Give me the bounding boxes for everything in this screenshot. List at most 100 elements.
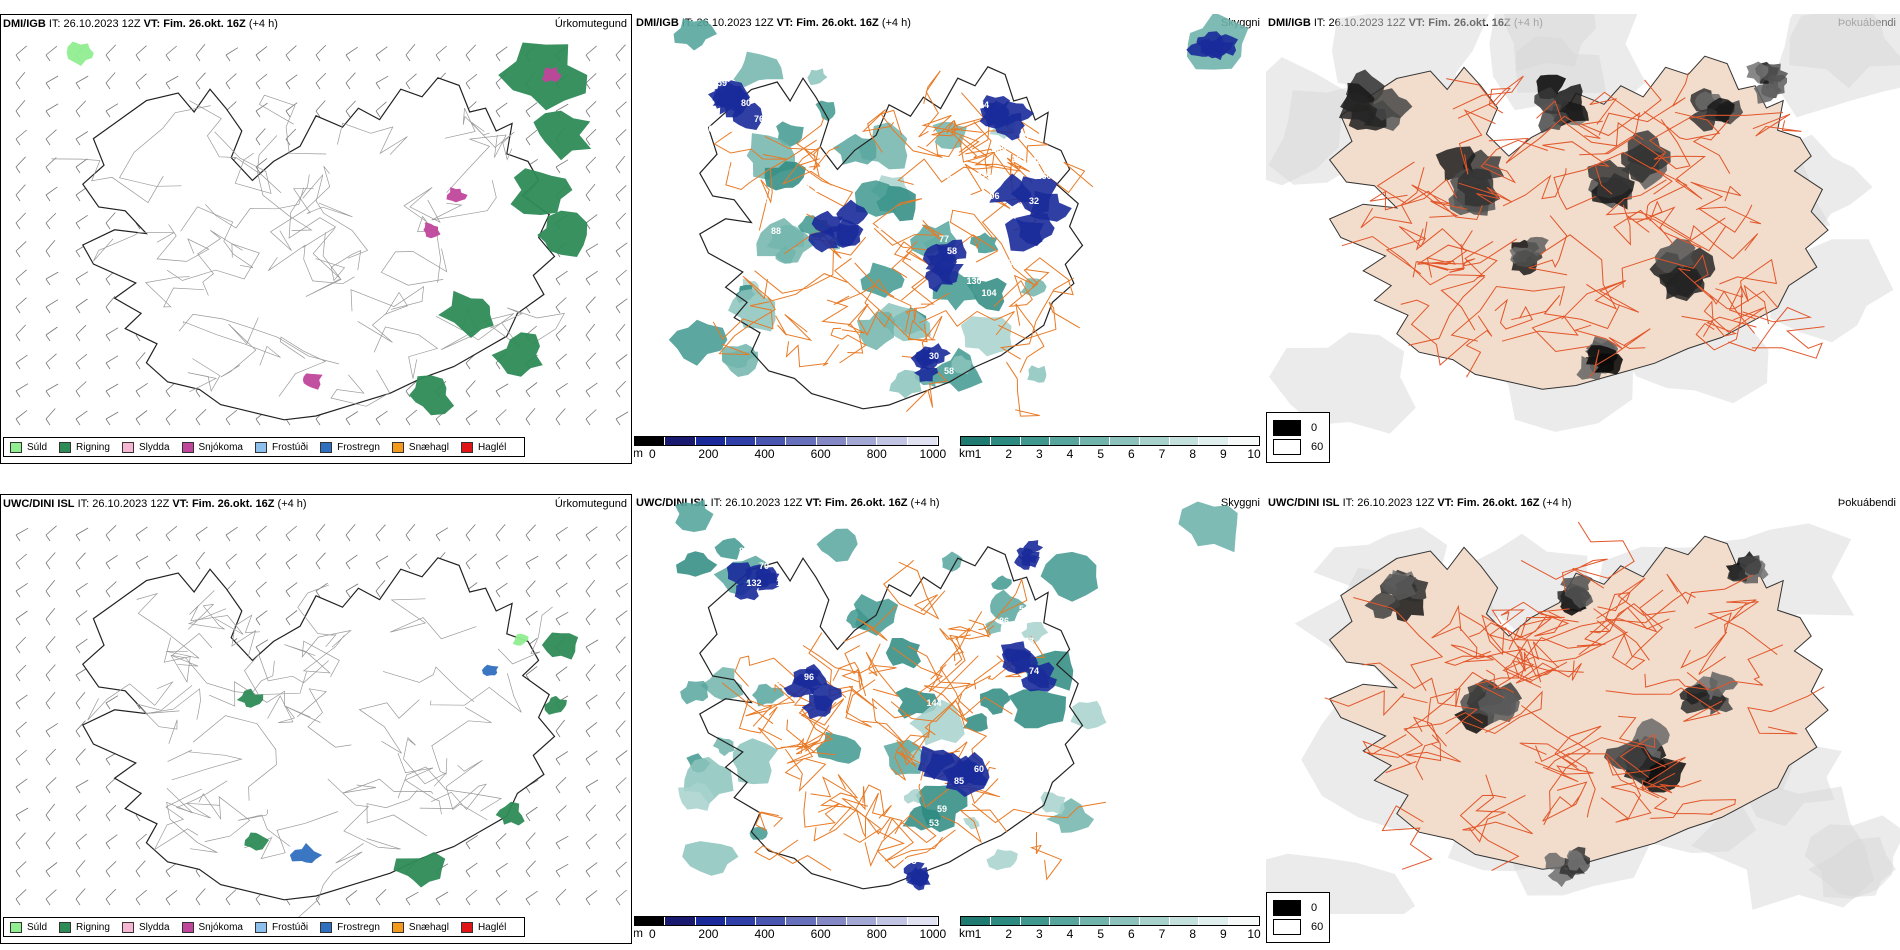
legend-label: 60 [1311, 921, 1324, 933]
colorbar-tick: 2 [1005, 927, 1012, 941]
cloud-base-label: 132 [746, 578, 761, 588]
colorbar-tick: 9 [1219, 447, 1227, 461]
colorbar-swatch [1229, 917, 1259, 925]
cloud-base-label: 23 [1011, 534, 1021, 544]
cloud-base-label: 138 [1026, 156, 1041, 166]
cloud-base-label: 239 [991, 144, 1006, 154]
cloud-base-label: 206 [984, 191, 999, 201]
colorbar-swatches [634, 436, 939, 446]
colorbar-swatch [786, 437, 817, 445]
precip-legend-item: Rigning [59, 441, 110, 453]
colorbar-swatch [990, 917, 1021, 925]
cloud-base-label: 88 [967, 224, 977, 234]
variable-name: Skyggni [1220, 497, 1260, 509]
colorbar-swatch [907, 437, 938, 445]
colorbar-tick: 200 [698, 927, 719, 941]
fog-legend: 0 60 [1266, 892, 1331, 943]
legend-swatch [391, 921, 404, 933]
cloud-base-label: 85 [954, 776, 964, 786]
legend-swatch [460, 921, 473, 933]
legend-swatch [391, 441, 404, 453]
fog-legend: 0 60 [1266, 412, 1331, 463]
cloud-base-label: 86 [999, 616, 1009, 626]
cloud-base-label: 104 [981, 288, 996, 298]
cloud-base-label: 59 [717, 78, 727, 88]
precip-legend-item: Snjókoma [181, 921, 243, 933]
legend-label: Snjókoma [198, 921, 243, 933]
colorbar-swatch [1169, 917, 1200, 925]
colorbar-swatch [725, 437, 757, 445]
panel-header: UWC/DINI ISL IT: 26.10.2023 12Z VT: Fim.… [636, 497, 940, 509]
colorbar-swatch [1020, 437, 1051, 445]
cloud-base-label: 81 [689, 74, 699, 84]
legend-swatch [254, 921, 267, 933]
colorbar-tick: 0 [648, 927, 656, 941]
colorbar-swatch [907, 917, 938, 925]
colorbar-tick: 6 [1127, 447, 1135, 461]
variable-name: Þokuábendi [1837, 497, 1896, 509]
precip-legend-item: Frostregn [320, 441, 380, 453]
iceland-coastline [81, 557, 556, 901]
precip-areas [66, 41, 592, 416]
colorbar-tick: 1 [974, 927, 982, 941]
fog-panel-top: DMI/IGB IT: 26.10.2023 12Z VT: Fim. 26.o… [1266, 14, 1900, 464]
cloud-base-label: 76 [754, 114, 764, 124]
cloud-base-label: 89 [1003, 258, 1013, 268]
cloud-base-label: 124 [886, 776, 901, 786]
colorbar-tick: 7 [1158, 447, 1166, 461]
legend-label: Haglél [477, 921, 507, 933]
roads [1324, 521, 1825, 872]
colorbar-swatch [816, 437, 848, 445]
cloud-base-label: 144 [926, 698, 941, 708]
precip-legend-item: Snjókoma [181, 441, 243, 453]
precip-legend-item: Snæhagl [391, 441, 449, 453]
colorbar-swatch [1139, 437, 1170, 445]
colorbar-tick: 600 [810, 447, 831, 461]
cloud-base-label: 30 [929, 351, 939, 361]
roads [1341, 72, 1825, 378]
cloud-base-label: 70 [724, 166, 734, 176]
colorbar-tick: 1 [974, 447, 982, 461]
colorbar-unit: m [634, 446, 643, 460]
precip-legend-item: Súld [10, 441, 47, 453]
colorbar-unit: m [634, 926, 643, 940]
cloud-base-label: 70 [761, 621, 771, 631]
colorbar-swatch [1199, 917, 1230, 925]
cloud-base-label: 157 [794, 184, 809, 194]
precip-type-panel-top: DMI/IGB IT: 26.10.2023 12Z VT: Fim. 26.o… [0, 14, 632, 464]
colorbar-swatch [961, 917, 991, 925]
colorbar-swatch [695, 917, 726, 925]
legend-label: Frostúði [271, 921, 309, 933]
cloud-base-label: 58 [947, 246, 957, 256]
fog-legend-item: 0 [1273, 420, 1323, 436]
colorbar-swatch [990, 437, 1021, 445]
cloud-base-label: 12 [776, 578, 786, 588]
visibility-colorbar: km 1 2 3 4 5 6 7 8 9 10 [959, 436, 1261, 461]
roads [87, 584, 553, 923]
cloud-vis-panel-top: DMI/IGB IT: 26.10.2023 12Z VT: Fim. 26.o… [634, 14, 1264, 464]
legend-label: Rigning [76, 921, 110, 933]
cloud-base-label: 60 [974, 764, 984, 774]
colorbar-tick: 3 [1035, 927, 1043, 941]
legend-swatch [10, 441, 22, 453]
precip-legend-item: Rigning [59, 921, 110, 933]
cloud-base-label: 53 [929, 818, 939, 828]
legend-label: Frostúði [271, 441, 309, 453]
colorbar-swatch [1169, 437, 1200, 445]
iceland-fog-map [1266, 14, 1900, 434]
cloud-base-label: 77 [939, 234, 949, 244]
iceland-precip-map [15, 41, 629, 426]
cloud-base-label: 115 [907, 776, 922, 786]
legend-label: 0 [1311, 902, 1318, 914]
panel-header: UWC/DINI ISL IT: 26.10.2023 12Z VT: Fim.… [1268, 497, 1572, 509]
colorbar-tick: 4 [1066, 447, 1074, 461]
precip-legend-item: Slydda [121, 921, 170, 933]
cloud-vis-panel-bottom: UWC/DINI ISL IT: 26.10.2023 12Z VT: Fim.… [634, 494, 1264, 944]
cloud-base-label: 120 [956, 182, 971, 192]
iceland-coastline [699, 66, 1084, 410]
fog-legend-item: 0 [1273, 900, 1323, 916]
cloud-base-areas [726, 540, 1057, 891]
cloud-base-label: 43 [1024, 636, 1034, 646]
fog-index-areas [1364, 551, 1769, 888]
